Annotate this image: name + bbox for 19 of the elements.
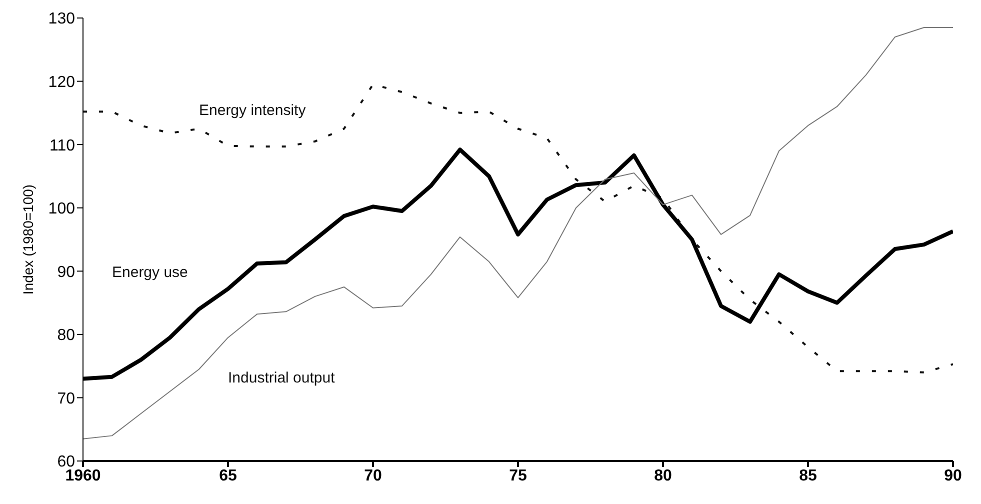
x-tick-label: 75 xyxy=(509,467,527,484)
y-tick-label: 70 xyxy=(57,390,76,408)
x-tick-label: 80 xyxy=(654,467,672,484)
line-series xyxy=(83,26,953,440)
y-tick-label: 130 xyxy=(48,10,76,28)
x-tick-label: 65 xyxy=(219,467,237,484)
y-tick-label: 90 xyxy=(57,264,76,281)
y-tick-label: 110 xyxy=(49,137,76,154)
x-tick-label: 90 xyxy=(944,467,962,484)
series-label: Energy intensity xyxy=(199,102,306,119)
line-series xyxy=(83,83,953,374)
y-tick-label: 100 xyxy=(48,200,76,218)
x-tick-label: 70 xyxy=(364,467,382,484)
series-label: Industrial output xyxy=(228,370,336,387)
x-tick-label: 85 xyxy=(799,467,817,484)
y-axis-title: Index (1980=100) xyxy=(20,184,36,295)
y-tick-label: 120 xyxy=(48,74,76,91)
series-label: Energy use xyxy=(112,264,188,281)
y-tick-label: 80 xyxy=(57,327,76,344)
